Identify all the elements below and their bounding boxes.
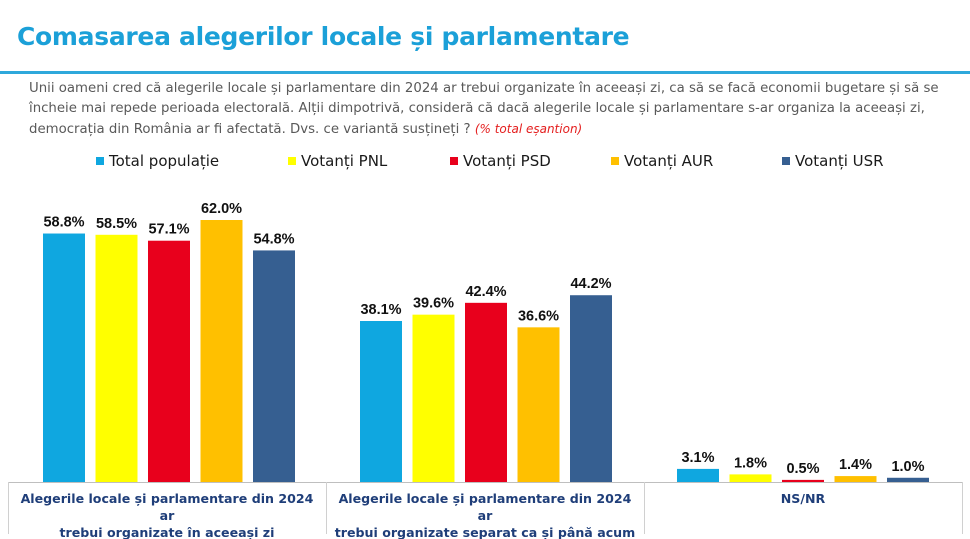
legend-swatch: [288, 157, 296, 165]
bar: [95, 234, 138, 482]
chart-legend: Total populație Votanți PNL Votanți PSD Vot…: [0, 152, 970, 174]
legend-label: Votanți AUR: [624, 152, 714, 170]
legend-label: Votanți USR: [795, 152, 884, 170]
data-label: 1.8%: [734, 455, 767, 471]
category-label-line: Alegerile locale și parlamentare din 202…: [338, 491, 632, 523]
data-label: 58.5%: [96, 216, 137, 232]
bar: [360, 320, 402, 482]
data-label: 44.2%: [570, 276, 611, 292]
bar: [887, 477, 929, 482]
bar: [570, 295, 612, 482]
bar: [677, 468, 719, 482]
category-label-line: trebui organizate în aceeași zi: [59, 525, 275, 539]
question-text: Unii oameni cred că alegerile locale și …: [29, 79, 949, 140]
data-label: 3.1%: [681, 450, 714, 466]
legend-swatch: [450, 157, 458, 165]
data-label: 1.4%: [839, 457, 872, 473]
legend-item: Votanți PSD: [450, 152, 551, 170]
bar: [465, 302, 507, 482]
data-label: 42.4%: [465, 284, 506, 300]
data-label: 36.6%: [518, 308, 559, 324]
data-label: 38.1%: [360, 302, 401, 318]
category-label: Alegerile locale și parlamentare din 202…: [330, 490, 640, 539]
category-label-line: trebui organizate separat ca și până acu…: [334, 525, 636, 539]
data-label: 1.0%: [891, 459, 924, 475]
legend-item: Total populație: [96, 152, 219, 170]
page-title: Comasarea alegerilor locale și parlament…: [17, 22, 630, 51]
legend-item: Votanți USR: [782, 152, 884, 170]
bar: [253, 250, 295, 482]
sample-note: (% total eșantion): [474, 122, 583, 136]
title-divider: [0, 71, 970, 74]
bar: [517, 327, 560, 482]
legend-swatch: [611, 157, 619, 165]
data-label: 62.0%: [201, 201, 242, 217]
data-label: 54.8%: [253, 231, 294, 247]
bar: [200, 220, 243, 482]
category-label-line: NS/NR: [780, 491, 826, 506]
legend-swatch: [782, 157, 790, 165]
data-label: 58.8%: [43, 215, 84, 231]
bar: [148, 240, 190, 482]
question-body: Unii oameni cred că alegerile locale și …: [29, 81, 939, 137]
legend-swatch: [96, 157, 104, 165]
data-label: 57.1%: [148, 222, 189, 238]
category-label: Alegerile locale și parlamentare din 202…: [12, 490, 322, 539]
bar: [782, 479, 824, 482]
legend-item: Votanți PNL: [288, 152, 387, 170]
legend-label: Total populație: [109, 152, 220, 170]
bar: [729, 474, 772, 482]
category-label-line: Alegerile locale și parlamentare din 202…: [20, 491, 314, 523]
data-label: 0.5%: [786, 461, 819, 477]
legend-item: Votanți AUR: [611, 152, 713, 170]
data-label: 39.6%: [413, 296, 454, 312]
bar: [834, 476, 877, 482]
category-label: NS/NR: [648, 490, 958, 507]
bar: [43, 233, 85, 482]
bar: [412, 314, 455, 482]
legend-label: Votanți PSD: [463, 152, 551, 170]
legend-label: Votanți PNL: [301, 152, 388, 170]
